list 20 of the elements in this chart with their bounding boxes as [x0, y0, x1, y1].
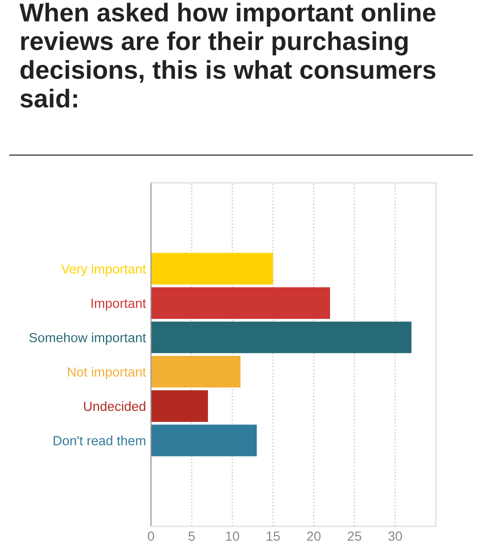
bar	[150, 287, 330, 319]
x-tick-label: 15	[266, 532, 280, 541]
bar	[150, 424, 257, 456]
bar	[150, 252, 274, 284]
x-tick-label: 0	[148, 532, 154, 541]
y-tick-label: Not important	[68, 366, 146, 380]
y-tick-label: Somehow important	[29, 332, 146, 345]
x-tick-label: 5	[188, 532, 195, 541]
bar	[150, 322, 412, 354]
chart-title: When asked how important online reviews are for their purchasing decisions, this is what consumers said:	[20, 2, 436, 108]
y-tick-label: Undecided	[84, 401, 146, 411]
y-tick-label: Important	[92, 298, 146, 311]
y-tick-label: Don't read them	[54, 436, 146, 446]
y-tick-label: Very important	[61, 264, 146, 276]
bar	[150, 356, 241, 388]
x-tick-label: 25	[348, 532, 362, 541]
x-tick-label: 20	[307, 532, 321, 541]
x-tick-label: 10	[226, 532, 240, 541]
bar	[150, 390, 208, 422]
x-tick-label: 30	[388, 532, 402, 541]
